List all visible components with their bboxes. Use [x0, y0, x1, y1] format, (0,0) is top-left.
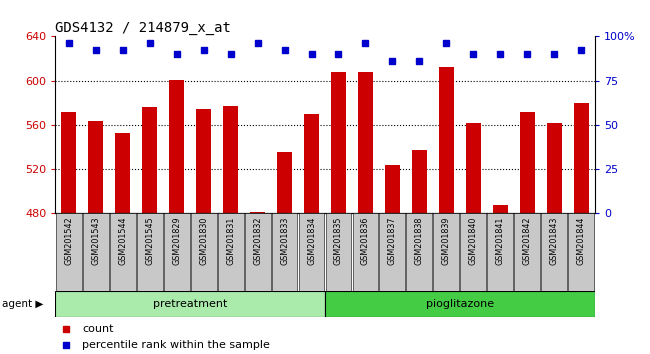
Bar [520, 112, 535, 213]
Bar [61, 112, 76, 213]
Text: GSM201839: GSM201839 [442, 217, 451, 265]
Bar [277, 152, 292, 213]
Text: pioglitazone: pioglitazone [426, 299, 494, 309]
Bar [115, 133, 130, 213]
Text: GSM201832: GSM201832 [253, 217, 262, 265]
FancyBboxPatch shape [164, 213, 190, 291]
Text: pretreatment: pretreatment [153, 299, 228, 309]
FancyBboxPatch shape [434, 213, 460, 291]
Bar [250, 212, 265, 213]
Text: agent ▶: agent ▶ [2, 299, 44, 309]
Text: GSM201841: GSM201841 [496, 217, 505, 265]
Text: GSM201830: GSM201830 [199, 217, 208, 265]
Bar [385, 165, 400, 213]
FancyBboxPatch shape [110, 213, 136, 291]
Text: GDS4132 / 214879_x_at: GDS4132 / 214879_x_at [55, 22, 231, 35]
FancyBboxPatch shape [298, 213, 324, 291]
Text: GSM201836: GSM201836 [361, 217, 370, 265]
Bar [304, 114, 319, 213]
Bar [331, 72, 346, 213]
Text: GSM201837: GSM201837 [388, 217, 397, 265]
FancyBboxPatch shape [460, 213, 486, 291]
Bar [88, 120, 103, 213]
FancyBboxPatch shape [136, 213, 162, 291]
Text: GSM201844: GSM201844 [577, 217, 586, 265]
Text: GSM201544: GSM201544 [118, 217, 127, 265]
FancyBboxPatch shape [83, 213, 109, 291]
Text: GSM201543: GSM201543 [91, 217, 100, 265]
Text: GSM201833: GSM201833 [280, 217, 289, 265]
FancyBboxPatch shape [488, 213, 514, 291]
Bar [358, 72, 373, 213]
FancyBboxPatch shape [541, 213, 567, 291]
FancyBboxPatch shape [568, 213, 594, 291]
FancyBboxPatch shape [325, 291, 595, 317]
Bar [439, 67, 454, 213]
FancyBboxPatch shape [352, 213, 378, 291]
Text: GSM201831: GSM201831 [226, 217, 235, 265]
Text: GSM201542: GSM201542 [64, 217, 73, 265]
Text: GSM201545: GSM201545 [145, 217, 154, 265]
Bar [142, 107, 157, 213]
Bar [547, 123, 562, 213]
FancyBboxPatch shape [380, 213, 406, 291]
Bar [466, 123, 481, 213]
FancyBboxPatch shape [406, 213, 432, 291]
Bar [169, 80, 184, 213]
Text: GSM201834: GSM201834 [307, 217, 316, 265]
FancyBboxPatch shape [244, 213, 270, 291]
FancyBboxPatch shape [272, 213, 298, 291]
FancyBboxPatch shape [190, 213, 216, 291]
Bar [574, 103, 589, 213]
Text: count: count [82, 324, 114, 334]
Text: GSM201838: GSM201838 [415, 217, 424, 265]
Bar [493, 205, 508, 213]
Text: GSM201842: GSM201842 [523, 217, 532, 265]
Text: GSM201843: GSM201843 [550, 217, 559, 265]
Text: GSM201829: GSM201829 [172, 217, 181, 265]
FancyBboxPatch shape [514, 213, 540, 291]
FancyBboxPatch shape [218, 213, 244, 291]
Bar [196, 109, 211, 213]
FancyBboxPatch shape [55, 291, 325, 317]
Text: percentile rank within the sample: percentile rank within the sample [82, 340, 270, 350]
Text: GSM201840: GSM201840 [469, 217, 478, 265]
Text: GSM201835: GSM201835 [334, 217, 343, 265]
FancyBboxPatch shape [326, 213, 352, 291]
FancyBboxPatch shape [56, 213, 82, 291]
Bar [223, 106, 238, 213]
Bar [412, 150, 427, 213]
